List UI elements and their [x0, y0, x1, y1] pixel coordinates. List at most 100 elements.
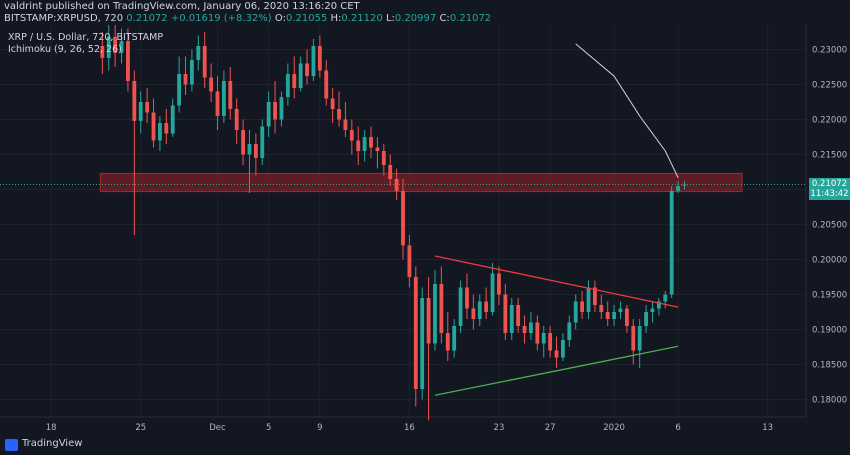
candle-down[interactable]: [605, 312, 610, 319]
candle-down[interactable]: [349, 130, 354, 141]
candle-down[interactable]: [228, 81, 233, 109]
candle-down[interactable]: [548, 333, 553, 351]
candle-up[interactable]: [477, 301, 482, 320]
candle-down[interactable]: [317, 46, 322, 71]
candle-down[interactable]: [253, 144, 258, 158]
candle-down[interactable]: [535, 322, 540, 344]
candle-up[interactable]: [138, 102, 143, 121]
candle-up[interactable]: [458, 287, 463, 327]
candle-down[interactable]: [497, 273, 501, 295]
candle-down[interactable]: [426, 298, 431, 344]
candle-up[interactable]: [561, 340, 565, 358]
candle-up[interactable]: [573, 301, 578, 323]
candle-down[interactable]: [407, 245, 412, 278]
candle-down[interactable]: [164, 123, 169, 134]
candle-down[interactable]: [215, 91, 220, 117]
candle-down[interactable]: [145, 102, 150, 113]
candle-down[interactable]: [183, 74, 188, 85]
candle-down[interactable]: [465, 287, 469, 309]
candle-down[interactable]: [413, 277, 418, 389]
candle-up[interactable]: [490, 273, 495, 313]
candle-down[interactable]: [381, 151, 386, 165]
candle-up[interactable]: [311, 46, 316, 77]
candle-up[interactable]: [618, 308, 623, 313]
candle-down[interactable]: [209, 77, 214, 92]
candle-down[interactable]: [369, 137, 373, 148]
candle-up[interactable]: [650, 308, 655, 313]
candle-up[interactable]: [433, 284, 437, 344]
candle-down[interactable]: [241, 130, 245, 155]
resistance-zone[interactable]: [99, 172, 743, 193]
candle-down[interactable]: [516, 305, 521, 326]
candle-down[interactable]: [484, 301, 489, 313]
candle-up[interactable]: [285, 74, 290, 98]
candle-down[interactable]: [554, 350, 559, 358]
candle-up[interactable]: [221, 81, 226, 116]
lower-trendline[interactable]: [434, 345, 679, 396]
candle-down[interactable]: [234, 109, 239, 130]
candle-down[interactable]: [522, 326, 527, 333]
candle-up[interactable]: [189, 60, 194, 85]
candle-down[interactable]: [624, 308, 629, 327]
candle-down[interactable]: [592, 287, 597, 306]
legend-indicator[interactable]: Ichimoku (9, 26, 52, 26): [8, 44, 122, 55]
upper-trendline[interactable]: [434, 255, 679, 308]
candle-up[interactable]: [663, 294, 668, 302]
candle-up[interactable]: [509, 305, 514, 333]
candle-up[interactable]: [362, 137, 367, 151]
candle-down[interactable]: [126, 41, 130, 81]
candle-down[interactable]: [401, 190, 405, 246]
candle-down[interactable]: [151, 112, 156, 141]
candle-up[interactable]: [567, 322, 572, 341]
candle-down[interactable]: [503, 294, 508, 334]
candle-up[interactable]: [158, 123, 162, 141]
candle-down[interactable]: [580, 301, 585, 313]
candle-down[interactable]: [356, 140, 361, 152]
candle-up[interactable]: [586, 287, 591, 313]
candle-up[interactable]: [420, 298, 425, 389]
candle-down[interactable]: [330, 98, 335, 110]
candle-down[interactable]: [113, 36, 118, 53]
candle-up[interactable]: [279, 97, 284, 120]
candle-up[interactable]: [266, 102, 271, 127]
candle-down[interactable]: [273, 102, 277, 120]
candle-up[interactable]: [196, 46, 201, 60]
candle-down[interactable]: [132, 81, 137, 121]
candle-down[interactable]: [202, 46, 207, 78]
candle-down[interactable]: [292, 74, 297, 88]
candle-up[interactable]: [106, 36, 111, 58]
candle-up[interactable]: [541, 333, 546, 344]
candle-up[interactable]: [644, 312, 648, 326]
candle-down[interactable]: [471, 308, 476, 320]
candle-down[interactable]: [343, 119, 348, 131]
candle-up[interactable]: [656, 301, 661, 309]
candle-up[interactable]: [676, 186, 680, 191]
candle-down[interactable]: [439, 284, 444, 333]
tradingview-brand[interactable]: TradingView: [22, 438, 83, 449]
candle-up[interactable]: [529, 322, 533, 334]
candle-down[interactable]: [599, 305, 604, 312]
candle-down[interactable]: [324, 70, 329, 99]
footer: TradingView: [0, 435, 850, 455]
candle-down[interactable]: [394, 179, 399, 191]
candle-down[interactable]: [305, 63, 309, 77]
tradingview-logo-icon[interactable]: [5, 439, 18, 451]
candle-up[interactable]: [177, 74, 182, 106]
candle-up[interactable]: [452, 326, 457, 351]
candle-down[interactable]: [388, 165, 393, 179]
candle-down[interactable]: [445, 333, 450, 351]
candle-down[interactable]: [631, 326, 636, 351]
candle-up[interactable]: [637, 326, 642, 351]
candle-up[interactable]: [682, 184, 687, 186]
candle-up[interactable]: [298, 63, 303, 89]
candle-down[interactable]: [337, 109, 341, 120]
candle-up[interactable]: [612, 312, 617, 319]
price-chart[interactable]: 0.230000.225000.220000.215000.210000.205…: [0, 25, 850, 435]
candle-up[interactable]: [119, 41, 124, 53]
candle-up[interactable]: [247, 144, 252, 155]
candle-up[interactable]: [170, 105, 175, 134]
candle-up[interactable]: [669, 190, 674, 295]
candle-up[interactable]: [260, 126, 265, 159]
candle-down[interactable]: [375, 147, 380, 152]
candle-down[interactable]: [100, 46, 105, 58]
